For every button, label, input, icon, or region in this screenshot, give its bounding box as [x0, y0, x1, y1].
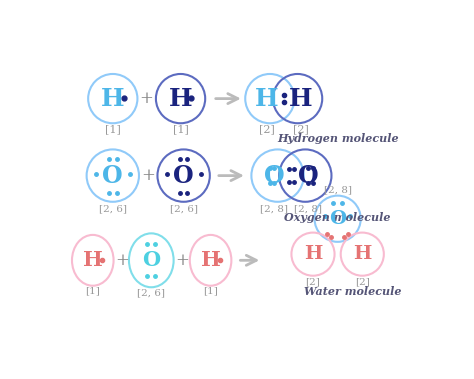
- Text: [2]: [2]: [355, 277, 370, 287]
- Text: +: +: [140, 90, 154, 107]
- Text: H: H: [289, 87, 312, 111]
- Text: [2, 8]: [2, 8]: [324, 185, 352, 194]
- Text: H: H: [255, 87, 279, 111]
- Text: [2, 8]: [2, 8]: [294, 204, 322, 213]
- Text: +: +: [115, 252, 129, 269]
- Text: [2]: [2]: [306, 277, 320, 287]
- Text: H: H: [201, 250, 220, 270]
- Text: O: O: [329, 210, 346, 228]
- Text: [2, 6]: [2, 6]: [170, 204, 198, 213]
- Text: [1]: [1]: [173, 124, 189, 135]
- Text: O: O: [102, 164, 123, 188]
- Text: O: O: [142, 250, 160, 270]
- Text: +: +: [141, 167, 155, 184]
- Text: [2, 8]: [2, 8]: [261, 204, 289, 213]
- Text: Water molecule: Water molecule: [304, 286, 402, 297]
- Text: [1]: [1]: [105, 124, 121, 135]
- Text: H: H: [353, 245, 372, 263]
- Text: H: H: [101, 87, 125, 111]
- Text: Hydrogen molecule: Hydrogen molecule: [277, 133, 399, 144]
- Text: H: H: [304, 245, 322, 263]
- Text: [2]: [2]: [259, 124, 275, 135]
- Text: H: H: [169, 87, 192, 111]
- Text: O: O: [264, 164, 285, 188]
- Text: [2, 6]: [2, 6]: [99, 204, 127, 213]
- Text: [1]: [1]: [203, 287, 218, 296]
- Text: H: H: [83, 250, 103, 270]
- Text: +: +: [175, 252, 189, 269]
- Text: Oxygen molecule: Oxygen molecule: [284, 212, 391, 223]
- Text: O: O: [173, 164, 194, 188]
- Text: O: O: [298, 164, 319, 188]
- Text: [2]: [2]: [293, 124, 309, 135]
- Text: [1]: [1]: [85, 287, 100, 296]
- Text: [2, 6]: [2, 6]: [137, 288, 165, 297]
